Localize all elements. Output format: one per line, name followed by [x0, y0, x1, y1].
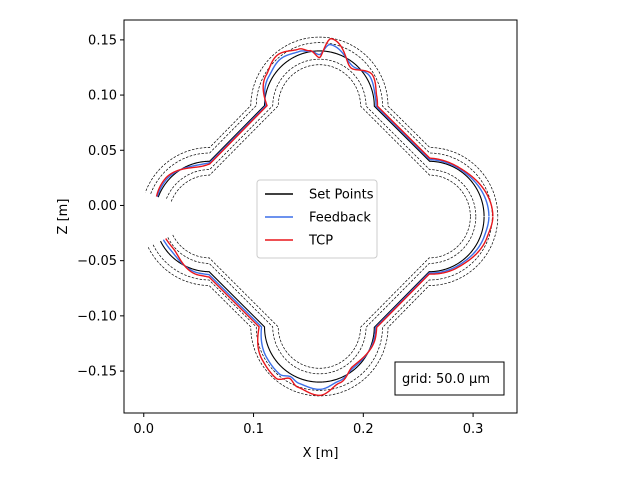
axes-frame — [123, 19, 518, 414]
x-tick-label: 0.0 — [133, 422, 154, 437]
y-tick-label: 0.05 — [88, 144, 117, 159]
guide-line — [170, 64, 471, 369]
legend-label: TCP — [308, 234, 333, 249]
y-tick-label: −0.10 — [77, 309, 117, 324]
series-line-set-points — [157, 50, 485, 383]
series-line-feedback — [156, 43, 490, 391]
x-axis-ticks: 0.0 0.1 0.2 0.3 — [133, 413, 483, 437]
y-tick-label: 0.10 — [88, 89, 117, 104]
series-line-tcp — [155, 37, 494, 397]
y-tick-label: 0.15 — [88, 33, 117, 48]
x-axis-label: X [m] — [303, 446, 339, 461]
grid-annotation: grid: 50.0 μm — [394, 361, 505, 396]
y-tick-label: −0.05 — [77, 254, 117, 269]
x-tick-label: 0.3 — [463, 422, 484, 437]
legend-entries: Set Points Feedback TCP — [265, 188, 374, 249]
legend: Set Points Feedback TCP — [256, 179, 378, 259]
y-axis-label: Z [m] — [56, 199, 71, 235]
y-axis-ticks: −0.15 −0.10 −0.05 0.00 0.05 0.10 0.15 — [77, 33, 124, 380]
y-tick-label: −0.15 — [77, 365, 117, 380]
y-tick-label: 0.00 — [88, 199, 117, 214]
x-tick-label: 0.1 — [243, 422, 264, 437]
x-tick-label: 0.2 — [353, 422, 374, 437]
guide-line — [150, 42, 493, 391]
series-lines — [155, 37, 494, 397]
annotation-box — [394, 361, 505, 396]
legend-box — [256, 179, 378, 259]
legend-label: Set Points — [309, 188, 374, 203]
legend-label: Feedback — [309, 211, 371, 226]
guide-line — [165, 58, 477, 375]
plot-area — [145, 36, 499, 397]
annotation-text: grid: 50.0 μm — [402, 372, 490, 387]
